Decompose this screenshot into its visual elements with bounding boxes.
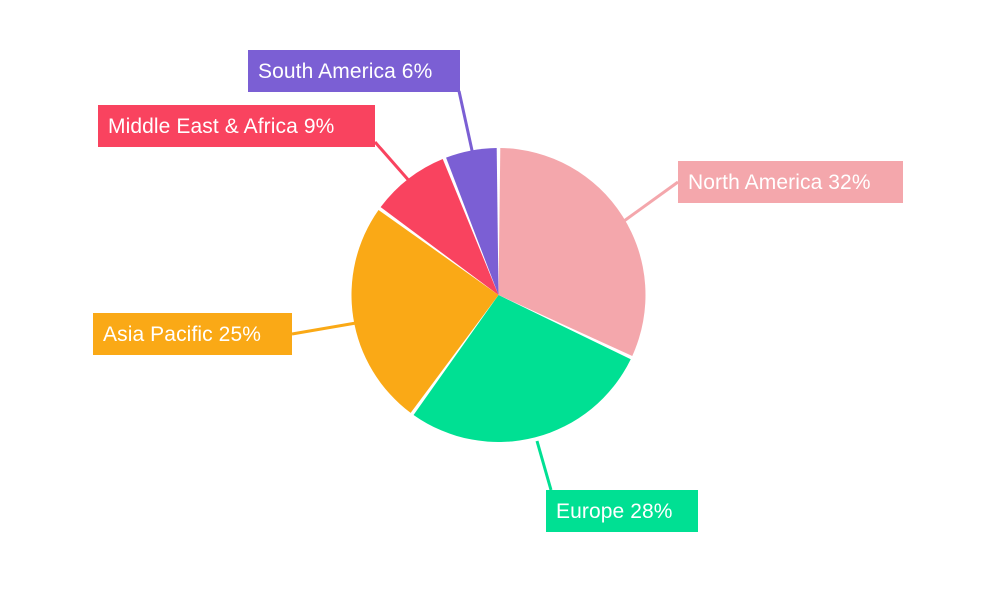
pie-label-europe[interactable]: Europe 28% (546, 490, 698, 532)
pie-label-asia-pacific-text: Asia Pacific 25% (103, 322, 262, 346)
leader-line-europe (535, 440, 553, 491)
pie-label-middle-east-africa-text: Middle East & Africa 9% (108, 114, 335, 138)
pie-label-south-america[interactable]: South America 6% (248, 50, 460, 92)
pie-label-asia-pacific[interactable]: Asia Pacific 25% (93, 313, 292, 355)
pie-label-europe-text: Europe 28% (556, 499, 673, 523)
pie-label-north-america[interactable]: North America 32% (678, 161, 903, 203)
pie-slice-middle-east-africa[interactable] (380, 158, 499, 295)
pie-label-middle-east-africa[interactable]: Middle East & Africa 9% (98, 105, 375, 147)
leader-line-asia-pacific (291, 321, 357, 336)
pie-slice-south-america[interactable] (446, 148, 499, 295)
pie-slice-asia-pacific[interactable] (351, 210, 499, 413)
leader-line-north-america (623, 180, 679, 223)
pie-slice-group (351, 148, 646, 442)
pie-label-south-america-text: South America 6% (258, 59, 433, 83)
leader-line-middle-east-africa (373, 141, 413, 184)
pie-slice-europe[interactable] (413, 295, 631, 442)
leader-line-south-america (457, 90, 475, 156)
leader-line-group (291, 90, 679, 491)
pie-slice-north-america[interactable] (498, 148, 646, 356)
pie-label-north-america-text: North America 32% (688, 170, 871, 194)
